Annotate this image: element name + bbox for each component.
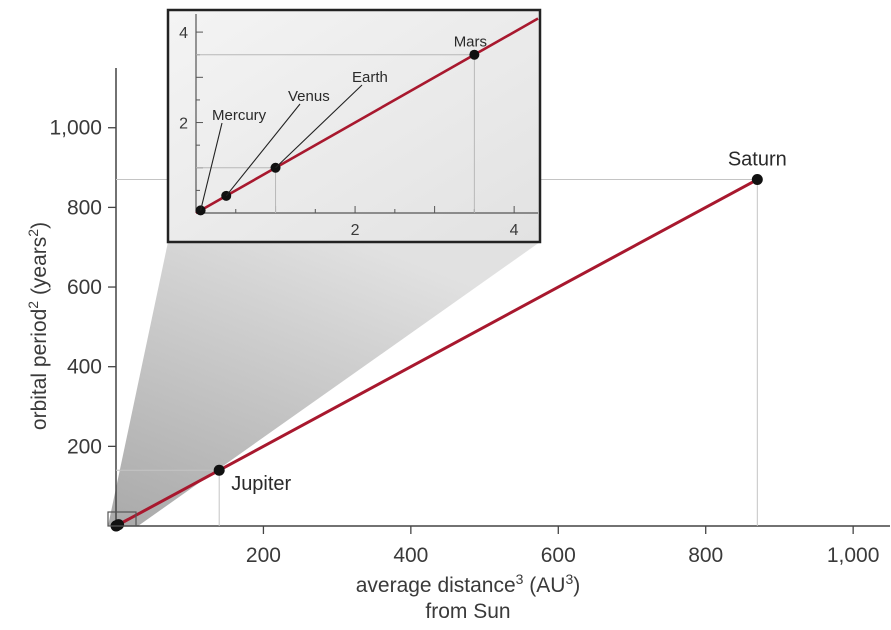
x-tick-label: 600 <box>541 544 576 567</box>
y-tick-label: 400 <box>67 356 102 379</box>
leader-earth <box>275 84 363 169</box>
y-tick-label: 600 <box>67 276 102 299</box>
leader-mercury <box>200 122 223 211</box>
inset-y-tick-label: 2 <box>179 116 188 133</box>
zoom-source-box <box>107 511 137 527</box>
y-tick-label: 200 <box>67 435 102 458</box>
inset-y-tick-label: 4 <box>179 25 188 42</box>
inset-label-mars: Mars <box>454 34 487 51</box>
point-saturn <box>751 174 763 186</box>
x-tick-label: 400 <box>393 544 428 567</box>
inset-point-mars <box>469 49 480 60</box>
inset-x-tick-label: 2 <box>351 222 360 239</box>
inset-label-venus: Venus <box>288 88 330 105</box>
x-tick-label: 800 <box>688 544 723 567</box>
inset-x-tick-label: 4 <box>510 222 519 239</box>
point-jupiter <box>213 464 225 476</box>
label-jupiter: Jupiter <box>231 473 291 495</box>
x-tick-label: 200 <box>246 544 281 567</box>
inset-plot: 2 4 2 4 Mercury Venus Earth Mars <box>166 8 542 244</box>
y-tick-label: 800 <box>67 196 102 219</box>
point-mars <box>113 519 125 531</box>
label-saturn: Saturn <box>728 149 787 171</box>
inset-label-mercury: Mercury <box>212 107 267 124</box>
x-tick-label: 1,000 <box>827 544 880 567</box>
inset-label-earth: Earth <box>352 69 388 86</box>
zoom-wedge <box>108 242 540 526</box>
y-tick-label: 1,000 <box>49 117 102 140</box>
main-ticks: 200 400 600 800 1,000 200 400 600 800 1,000 <box>49 117 879 567</box>
main-series: Jupiter Saturn <box>110 149 787 532</box>
leader-venus <box>225 103 301 197</box>
inset-guides <box>196 54 475 213</box>
inset-fit-line <box>195 17 539 215</box>
inset-labels: Mercury Venus Earth Mars <box>200 34 487 211</box>
inset-frame <box>166 8 542 244</box>
y-axis-title: orbital period2 (years2) <box>25 222 51 430</box>
x-axis-title-line2: from Sun <box>425 600 510 623</box>
x-axis-title: average distance3 (AU3) <box>356 571 581 597</box>
